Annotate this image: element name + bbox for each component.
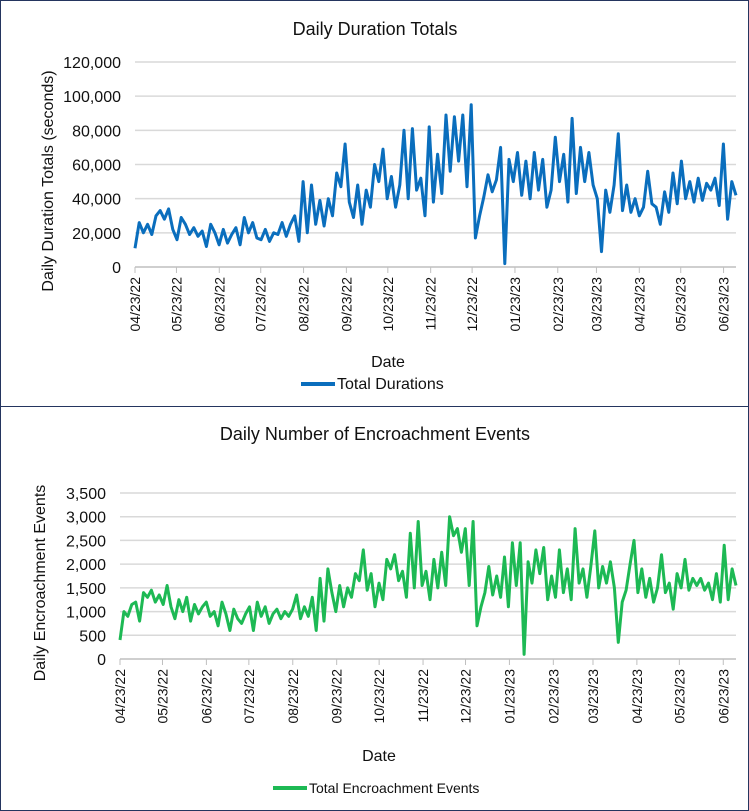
- x-tick-label: 03/23/23: [585, 669, 601, 724]
- x-tick-label: 04/23/22: [112, 669, 128, 724]
- duration-chart-panel: Daily Duration Totals 0 20,000 40,000 60,000…: [0, 0, 749, 407]
- x-tick-label: 05/23/23: [671, 669, 687, 724]
- y-tick-label: 20,000: [72, 226, 121, 243]
- chart-title: Daily Duration Totals: [293, 19, 458, 39]
- y-tick-label: 500: [79, 628, 106, 645]
- y-tick-label: 3,000: [66, 510, 106, 527]
- legend-label: Total Encroachment Events: [309, 780, 479, 796]
- y-tick-label: 0: [112, 260, 121, 277]
- x-tick-label: 06/23/23: [716, 277, 732, 332]
- x-tick-label: 01/23/23: [501, 669, 517, 724]
- chart-title: Daily Number of Encroachment Events: [220, 424, 530, 444]
- series-line-total-encroachment-events: [118, 515, 738, 656]
- x-axis-title: Date: [371, 354, 405, 371]
- y-axis-title: Daily Duration Totals (seconds): [40, 70, 57, 291]
- y-tick-label: 100,000: [63, 89, 121, 106]
- duration-chart: Daily Duration Totals 0 20,000 40,000 60,000…: [40, 19, 738, 393]
- y-tick-label: 2,000: [66, 557, 106, 574]
- x-tick-label: 06/23/22: [211, 277, 227, 332]
- x-tick-label: 09/23/22: [329, 669, 345, 724]
- x-tick-label: 03/23/23: [588, 277, 604, 332]
- x-tick-label: 08/23/22: [285, 669, 301, 724]
- y-tick-label: 0: [97, 652, 106, 669]
- encroachment-chart-panel: Daily Number of Encroachment Events 0 500 1…: [0, 406, 749, 811]
- x-tick-label: 02/23/23: [545, 669, 561, 724]
- x-tick-label: 10/23/22: [371, 669, 387, 724]
- x-tick-label: 05/23/23: [673, 277, 689, 332]
- x-tick-label: 11/23/22: [415, 669, 431, 723]
- x-tick-label: 07/23/22: [253, 277, 269, 332]
- x-axis-title: Date: [362, 748, 396, 765]
- encroachment-chart: Daily Number of Encroachment Events 0 500 1…: [32, 424, 738, 796]
- y-tick-label: 1,500: [66, 581, 106, 598]
- x-tick-label: 09/23/22: [338, 277, 354, 332]
- x-tick-label: 06/23/22: [198, 669, 214, 724]
- x-tick-label: 04/23/23: [631, 277, 647, 332]
- x-tick-label: 10/23/22: [380, 277, 396, 332]
- x-tick-label: 07/23/22: [241, 669, 257, 724]
- series-line-total-durations: [133, 103, 738, 266]
- x-tick-label: 04/23/23: [629, 669, 645, 724]
- x-tick-label: 12/23/22: [464, 277, 480, 332]
- y-tick-label: 2,500: [66, 533, 106, 550]
- x-tick-label: 12/23/22: [458, 669, 474, 724]
- x-tick-label: 05/23/22: [154, 669, 170, 724]
- legend-label: Total Durations: [337, 376, 444, 393]
- y-tick-label: 1,000: [66, 605, 106, 622]
- y-tick-label: 3,500: [66, 486, 106, 503]
- y-axis-title: Daily Encroachment Events: [32, 485, 49, 682]
- x-tick-label: 02/23/23: [550, 277, 566, 332]
- x-tick-label: 08/23/22: [296, 277, 312, 332]
- y-tick-label: 80,000: [72, 123, 121, 140]
- y-tick-label: 40,000: [72, 192, 121, 209]
- y-tick-label: 60,000: [72, 158, 121, 175]
- x-tick-label: 11/23/22: [423, 277, 439, 331]
- x-tick-label: 04/23/22: [127, 277, 143, 332]
- x-tick-label: 01/23/23: [507, 277, 523, 332]
- y-tick-label: 120,000: [63, 55, 121, 72]
- x-tick-label: 06/23/23: [715, 669, 731, 724]
- x-tick-label: 05/23/22: [168, 277, 184, 332]
